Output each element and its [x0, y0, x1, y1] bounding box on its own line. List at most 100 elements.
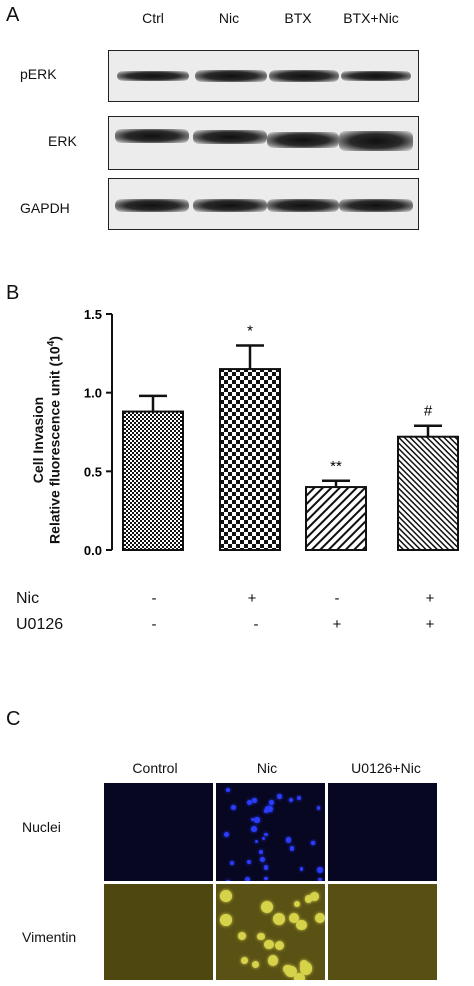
band-perk-btx-nic	[341, 71, 411, 81]
fluorescent-cell	[294, 901, 301, 908]
band-perk-ctrl	[117, 71, 189, 81]
nic-sign-1: -	[151, 590, 157, 607]
fluorescent-cell	[264, 876, 268, 881]
panel-c-letter: C	[6, 708, 21, 730]
fluorescent-cell	[274, 941, 285, 951]
band-gapdh-nic	[193, 199, 267, 212]
micro-col-u0126-nic: U0126+Nic	[351, 760, 421, 776]
fluorescent-cell	[255, 840, 259, 844]
band-gapdh-ctrl	[115, 199, 189, 212]
treatment-label-nic: Nic	[16, 590, 40, 607]
lane-label-btx-nic: BTX+Nic	[343, 10, 399, 26]
micrograph-nuclei-u0126-nic	[328, 783, 437, 881]
blot-perk	[108, 50, 419, 102]
u0126-sign-2: -	[253, 616, 259, 633]
fluorescent-cell	[299, 867, 304, 871]
fluorescent-cell	[316, 806, 321, 810]
fluorescent-cell	[317, 867, 323, 874]
fluorescent-cell	[311, 840, 316, 845]
fluorescent-cell	[318, 878, 322, 881]
y-tick-label: 0.5	[84, 464, 102, 479]
bar	[397, 435, 459, 551]
fluorescent-cell	[259, 857, 265, 863]
band-erk-ctrl	[115, 129, 189, 143]
blot-label-erk: ERK	[48, 133, 77, 149]
band-perk-btx	[269, 70, 339, 82]
fluorescent-cell	[225, 880, 231, 881]
fluorescent-cell	[285, 837, 292, 843]
fluorescent-cell	[220, 914, 232, 926]
band-gapdh-btx	[267, 199, 339, 212]
fluorescent-cell	[251, 961, 260, 969]
lane-label-ctrl: Ctrl	[142, 10, 164, 26]
panel-b-letter: B	[6, 282, 20, 304]
fluorescent-cell	[296, 919, 307, 931]
lane-label-btx: BTX	[284, 10, 312, 26]
blot-erk	[108, 116, 419, 170]
micro-col-control: Control	[132, 760, 178, 776]
fluorescent-cell	[229, 860, 235, 866]
micrograph-vimentin-u0126-nic	[328, 884, 437, 980]
fluorescent-cell	[277, 794, 282, 799]
bar-chart: 0.00.51.01.5***#	[84, 307, 459, 558]
nic-sign-2: +	[247, 590, 257, 607]
fluorescent-cell	[299, 962, 312, 975]
fluorescent-cell	[220, 889, 232, 902]
micrograph-nuclei-control	[104, 783, 213, 881]
panel-a-letter: A	[6, 4, 20, 26]
fluorescent-cell	[304, 895, 313, 904]
band-erk-btx-nic	[339, 131, 413, 151]
fluorescent-cell	[224, 831, 230, 837]
fluorescent-cell	[296, 795, 301, 800]
nic-sign-3: -	[334, 590, 340, 607]
fluorescent-cell	[238, 932, 247, 941]
y-tick-label: 0.0	[84, 543, 102, 558]
fluorescent-cell	[260, 901, 273, 914]
fluorescent-cell	[264, 940, 274, 950]
blot-label-perk: pERK	[20, 66, 57, 82]
fluorescent-cell	[245, 876, 251, 881]
micro-col-nic: Nic	[256, 760, 278, 776]
fluorescent-cell	[263, 808, 269, 814]
fluorescent-cell	[264, 832, 269, 837]
fluorescent-cell	[254, 817, 260, 823]
band-erk-nic	[193, 130, 267, 144]
u0126-sign-4: +	[425, 616, 435, 633]
fluorescent-cell	[240, 956, 248, 964]
micro-row-vimentin: Vimentin	[22, 929, 77, 945]
band-erk-btx	[267, 132, 339, 148]
y-tick-label: 1.5	[84, 307, 102, 322]
significance-label: **	[330, 458, 342, 475]
bar	[305, 486, 367, 551]
micrograph-nuclei-nic	[216, 783, 325, 881]
significance-label: *	[247, 322, 253, 339]
band-gapdh-btx-nic	[339, 199, 413, 212]
fluorescent-cell	[246, 799, 252, 805]
fluorescent-cell	[289, 913, 300, 924]
fluorescent-cell	[225, 787, 231, 792]
fluorescent-cell	[267, 806, 273, 812]
fluorescent-cell	[294, 973, 306, 980]
fluorescent-cell	[251, 825, 258, 832]
bar	[219, 368, 281, 551]
significance-label: #	[424, 403, 433, 420]
fluorescent-cell	[314, 912, 325, 924]
micro-row-nuclei: Nuclei	[22, 819, 61, 835]
y-tick-label: 1.0	[84, 386, 102, 401]
fluorescent-cell	[247, 859, 252, 864]
fluorescent-cell	[251, 818, 255, 822]
band-perk-nic	[195, 70, 267, 82]
fluorescent-cell	[257, 932, 265, 941]
fluorescent-cell	[285, 966, 297, 978]
fluorescent-cell	[310, 892, 320, 901]
micrograph-vimentin-nic	[216, 884, 325, 980]
fluorescent-cell	[267, 955, 279, 966]
fluorescent-cell	[263, 865, 269, 870]
lane-label-nic: Nic	[218, 10, 240, 26]
fluorescent-cell	[252, 798, 257, 803]
fluorescent-cell	[261, 836, 266, 841]
fluorescent-cell	[289, 798, 293, 803]
blot-label-gapdh: GAPDH	[20, 200, 70, 216]
fluorescent-cell	[290, 846, 295, 851]
fluorescent-cell	[258, 850, 263, 854]
